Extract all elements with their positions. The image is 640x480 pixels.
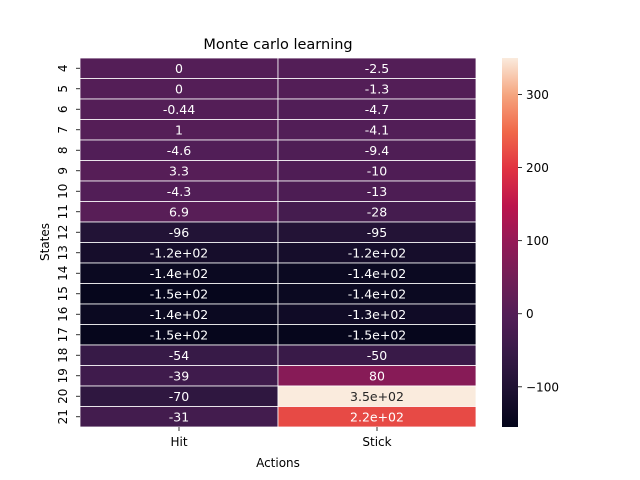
cell-annotation: -1.5e+02 (348, 327, 406, 342)
colorbar-tick-label: −100 (526, 380, 559, 394)
cell-annotation: -1.4e+02 (348, 266, 406, 281)
cell-annotation: -10 (367, 163, 387, 178)
cell-annotation: -0.44 (163, 102, 195, 117)
y-tick-label: 20 (56, 389, 70, 404)
cell-annotation: -96 (169, 225, 189, 240)
heatmap-cells (79, 57, 477, 428)
cell-annotation: 0 (175, 81, 183, 96)
x-tick-label: Stick (362, 435, 391, 449)
y-tick-label: 4 (56, 64, 70, 72)
x-axis-label: Actions (256, 456, 300, 470)
y-tick-label: 15 (56, 286, 70, 301)
x-axis-ticks: Hit Stick (170, 427, 392, 449)
cell-annotation: -95 (367, 225, 387, 240)
y-tick-label: 7 (56, 126, 70, 134)
y-tick-label: 17 (56, 327, 70, 342)
y-axis-label: States (38, 223, 52, 261)
y-tick-label: 14 (56, 266, 70, 281)
cell-annotation: -13 (367, 184, 387, 199)
cell-annotation: -2.5 (365, 61, 389, 76)
chart-title: Monte carlo learning (203, 37, 352, 53)
y-tick-label: 18 (56, 348, 70, 363)
x-tick-label: Hit (170, 435, 187, 449)
y-tick-label: 11 (56, 204, 70, 219)
cell-annotation: -39 (169, 368, 189, 383)
cell-annotation: -4.7 (365, 102, 389, 117)
cell-annotation: -50 (367, 348, 387, 363)
y-tick-label: 8 (56, 146, 70, 154)
cell-annotation: -1.3e+02 (348, 307, 406, 322)
colorbar (502, 58, 518, 427)
cell-annotation: -1.4e+02 (348, 286, 406, 301)
y-tick-label: 10 (56, 184, 70, 199)
cell-annotation: -28 (367, 204, 387, 219)
colorbar-tick-label: 200 (526, 161, 549, 175)
cell-annotation: 6.9 (169, 204, 189, 219)
cell-annotation: 80 (369, 368, 385, 383)
cell-annotation: -70 (169, 389, 189, 404)
cell-annotation: -1.5e+02 (150, 286, 208, 301)
cell-annotation: -54 (169, 348, 189, 363)
cell-annotation: 3.3 (169, 163, 189, 178)
y-tick-label: 19 (56, 368, 70, 383)
y-axis-ticks: 4 5 6 7 8 9 10 11 12 13 14 15 16 17 18 19 20 21 (56, 64, 80, 424)
cell-annotation: -4.3 (167, 184, 191, 199)
y-tick-label: 21 (56, 409, 70, 424)
cell-annotation: 3.5e+02 (350, 389, 404, 404)
cell-annotation: -31 (169, 409, 189, 424)
y-tick-label: 9 (56, 167, 70, 175)
colorbar-tick-label: 100 (526, 234, 549, 248)
cell-annotation: -1.3 (365, 81, 389, 96)
colorbar-tick-label: 0 (526, 307, 534, 321)
cell-annotation: -4.6 (167, 143, 191, 158)
colorbar-tick-label: 300 (526, 88, 549, 102)
colorbar-ticks: −100 0 100 200 300 (518, 88, 559, 394)
cell-annotation: 2.2e+02 (350, 409, 404, 424)
cell-annotation: 1 (175, 122, 183, 137)
y-tick-label: 5 (56, 85, 70, 93)
cell-annotation: 0 (175, 61, 183, 76)
cell-annotation: -1.4e+02 (150, 266, 208, 281)
y-tick-label: 16 (56, 307, 70, 322)
cell-annotation: -1.4e+02 (150, 307, 208, 322)
cell-annotation: -1.5e+02 (150, 327, 208, 342)
y-tick-label: 13 (56, 245, 70, 260)
cell-annotation: -1.2e+02 (150, 245, 208, 260)
cell-annotations: 0 -2.5 0 -1.3 -0.44 -4.7 1 -4.1 -4.6 -9.4 3.3 -10 -4… (150, 61, 406, 425)
y-tick-label: 6 (56, 105, 70, 113)
cell-annotation: -1.2e+02 (348, 245, 406, 260)
cell-annotation: -4.1 (365, 122, 389, 137)
y-tick-label: 12 (56, 225, 70, 240)
cell-annotation: -9.4 (365, 143, 389, 158)
